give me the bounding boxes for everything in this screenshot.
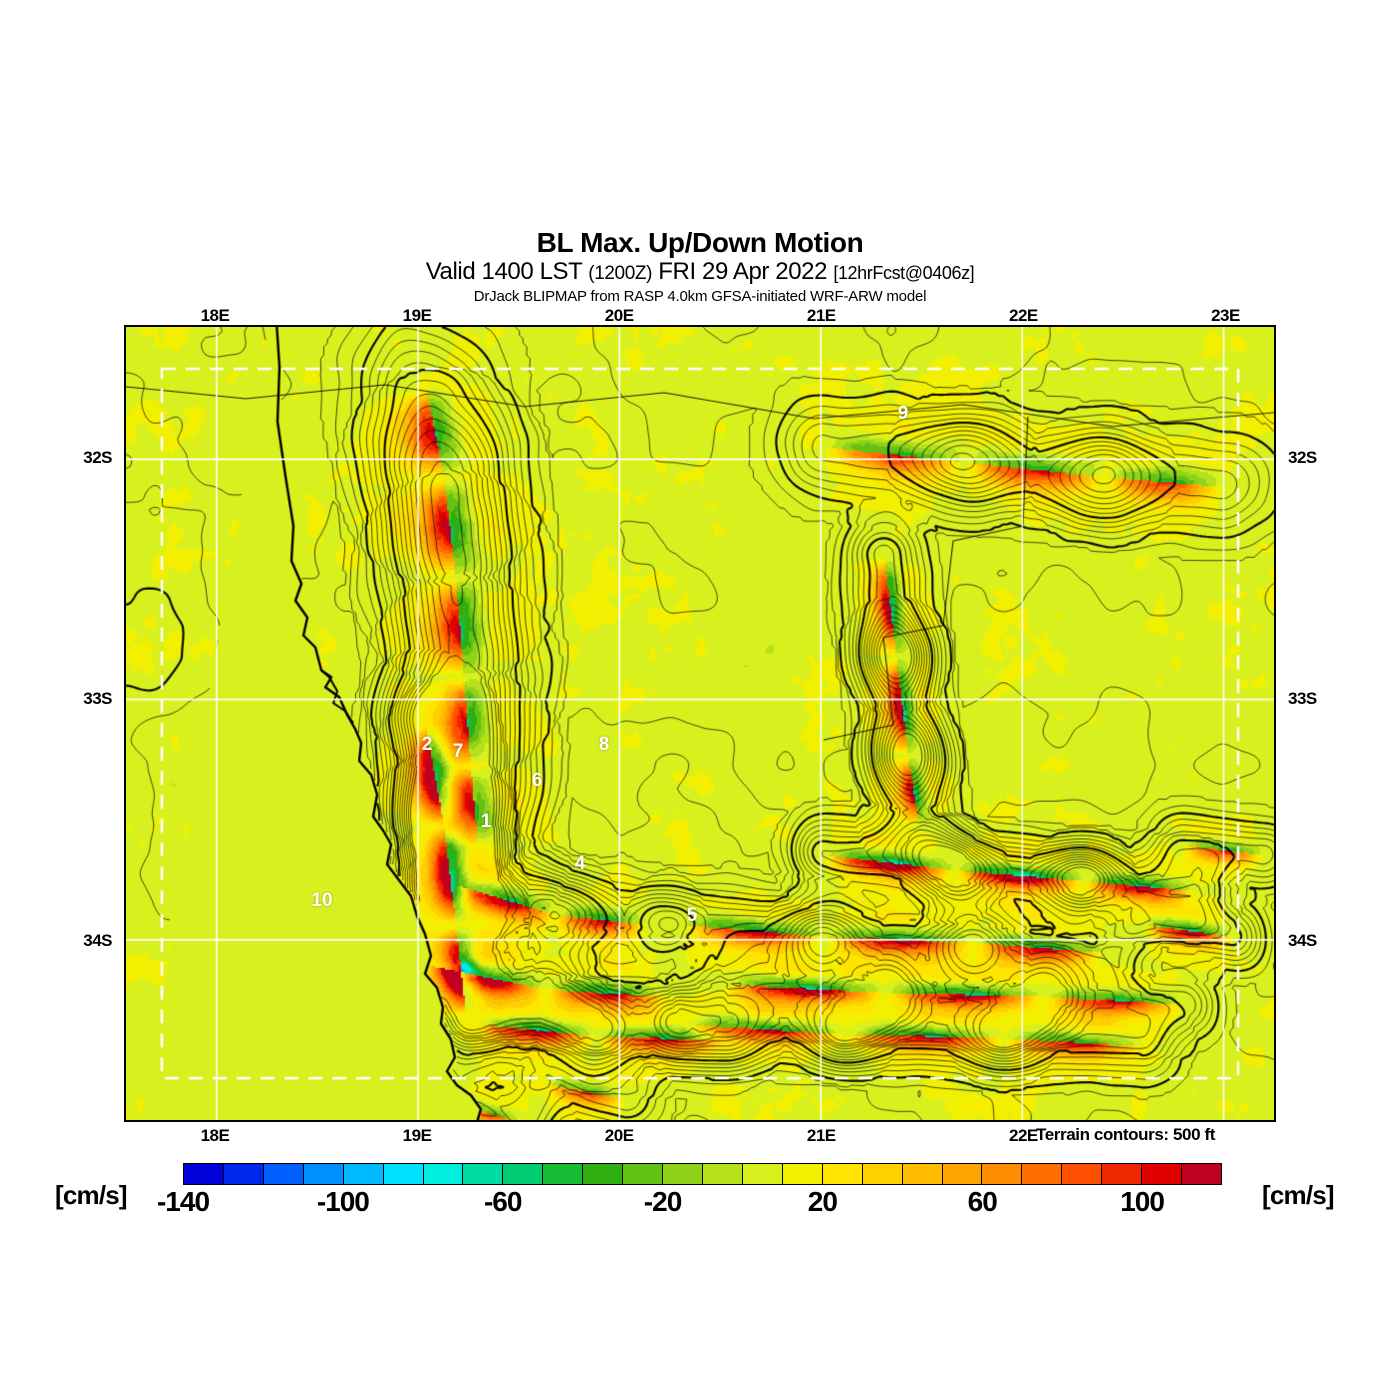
colorbar-cell-8 — [503, 1164, 544, 1184]
valid-date: FRI 29 Apr 2022 — [658, 258, 828, 285]
colorbar-tick--140: -140 — [156, 1186, 210, 1217]
lat-label-right-34S: 34S — [1288, 930, 1317, 950]
lat-label-left-34S: 34S — [83, 930, 112, 950]
waypoint-marker-5[interactable]: 5 — [686, 905, 698, 926]
lon-label-top-20E: 20E — [604, 306, 634, 325]
lon-label-bottom-20E: 20E — [604, 1126, 634, 1145]
waypoint-marker-6[interactable]: 6 — [531, 770, 543, 791]
lon-label-bottom-22E: 22E — [1008, 1126, 1038, 1145]
colorbar-cell-14 — [742, 1164, 783, 1184]
valid-time-line: Valid 1400 LST (1200Z) FRI 29 Apr 2022 [… — [0, 258, 1400, 287]
waypoint-marker-2[interactable]: 2 — [421, 734, 433, 755]
colorbar-cell-7 — [463, 1164, 504, 1184]
lon-label-top-19E: 19E — [402, 306, 432, 325]
waypoint-marker-1[interactable]: 1 — [480, 811, 492, 832]
model-source-line: DrJack BLIPMAP from RASP 4.0km GFSA-init… — [473, 288, 927, 305]
colorbar-cell-25 — [1182, 1164, 1221, 1184]
colorbar-cell-11 — [623, 1164, 664, 1184]
colorbar-cell-3 — [303, 1164, 344, 1184]
valid-prefix: Valid 1400 LST — [425, 258, 583, 285]
colorbar-cell-16 — [822, 1164, 863, 1184]
page-title: BL Max. Up/Down Motion — [536, 227, 864, 258]
colorbar-cell-10 — [583, 1164, 624, 1184]
lon-label-top-23E: 23E — [1211, 306, 1240, 325]
terrain-contour-note: Terrain contours: 500 ft — [1036, 1125, 1216, 1144]
lat-label-left-32S: 32S — [83, 447, 112, 467]
colorbar-cell-1 — [223, 1164, 264, 1184]
colorbar-cell-22 — [1062, 1164, 1103, 1184]
colorbar-cell-18 — [902, 1164, 943, 1184]
waypoint-marker-9[interactable]: 9 — [897, 403, 909, 424]
lat-label-left-33S: 33S — [83, 689, 112, 709]
colorbar-cell-5 — [383, 1164, 424, 1184]
valid-zulu: (1200Z) — [588, 263, 652, 284]
colorbar-tick--100: -100 — [316, 1186, 370, 1217]
lon-label-top-21E: 21E — [806, 306, 836, 325]
forecast-tag: [12hrFcst@0406z] — [833, 263, 975, 283]
colorbar — [183, 1163, 1222, 1185]
colorbar-cell-0 — [184, 1164, 224, 1184]
lon-label-top-18E: 18E — [200, 306, 230, 325]
colorbar-tick--20: -20 — [643, 1186, 682, 1217]
colorbar-cell-21 — [1022, 1164, 1063, 1184]
waypoint-marker-10[interactable]: 10 — [311, 890, 333, 911]
colorbar-cell-4 — [343, 1164, 384, 1184]
colorbar-cell-17 — [862, 1164, 903, 1184]
map-raster — [126, 327, 1274, 1120]
title-block: BL Max. Up/Down Motion Valid 1400 LST (1… — [0, 228, 1400, 306]
lon-label-bottom-21E: 21E — [806, 1126, 836, 1145]
colorbar-cell-12 — [663, 1164, 703, 1184]
colorbar-cell-6 — [423, 1164, 464, 1184]
colorbar-cell-15 — [782, 1164, 823, 1184]
colorbar-cell-19 — [942, 1164, 983, 1184]
colorbar-unit-right: [cm/s] — [1262, 1180, 1335, 1210]
lon-label-bottom-18E: 18E — [200, 1126, 230, 1145]
lat-label-right-33S: 33S — [1288, 689, 1317, 709]
colorbar-cell-9 — [543, 1164, 584, 1184]
colorbar-cell-2 — [263, 1164, 304, 1184]
colorbar-tick-60: 60 — [967, 1186, 998, 1217]
colorbar-cell-23 — [1102, 1164, 1143, 1184]
colorbar-cell-24 — [1142, 1164, 1183, 1184]
colorbar-unit-left: [cm/s] — [55, 1180, 128, 1210]
waypoint-marker-4[interactable]: 4 — [574, 853, 586, 874]
colorbar-tick--60: -60 — [483, 1186, 522, 1217]
forecast-map[interactable] — [124, 325, 1276, 1122]
lon-label-bottom-19E: 19E — [402, 1126, 432, 1145]
colorbar-cell-13 — [702, 1164, 743, 1184]
colorbar-cell-20 — [982, 1164, 1023, 1184]
lat-label-right-32S: 32S — [1288, 447, 1317, 467]
waypoint-marker-7[interactable]: 7 — [452, 741, 464, 762]
colorbar-tick-100: 100 — [1120, 1186, 1165, 1217]
lon-label-top-22E: 22E — [1008, 306, 1038, 325]
waypoint-marker-8[interactable]: 8 — [598, 734, 610, 755]
colorbar-tick-20: 20 — [807, 1186, 838, 1217]
